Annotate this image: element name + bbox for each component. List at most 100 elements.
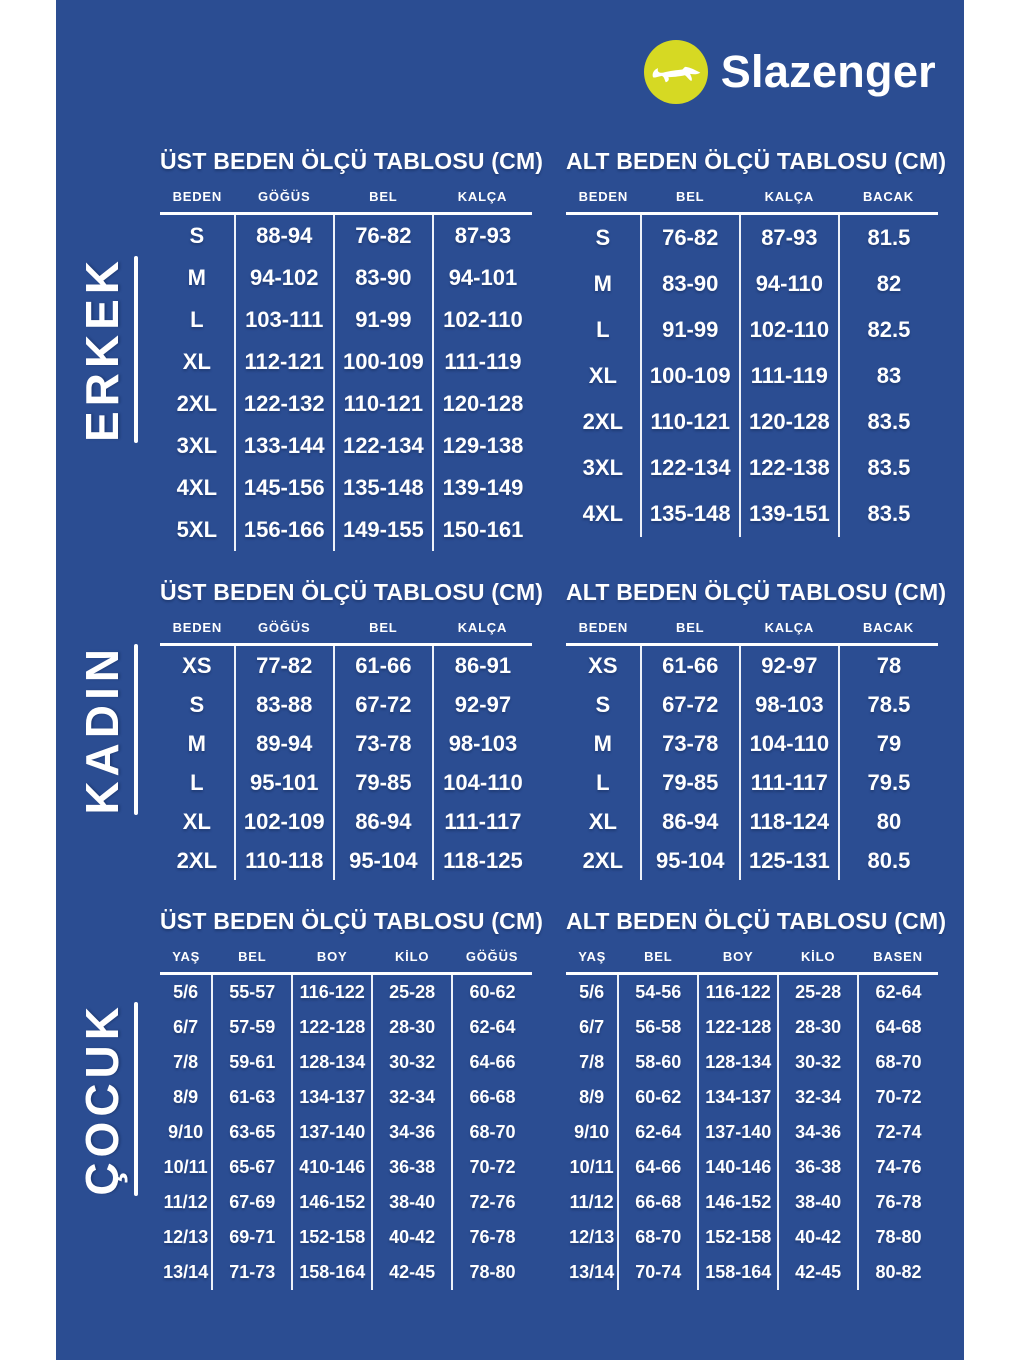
value-cell: 98-103: [431, 724, 532, 763]
value-cell: 86-94: [332, 802, 433, 841]
size-label-cell: M: [593, 730, 612, 756]
value-cell: 92-97: [431, 685, 532, 724]
column-header: GÖĞÜS: [234, 189, 334, 215]
value-cell: 38-40: [371, 1185, 453, 1220]
brand-name: Slazenger: [720, 46, 936, 97]
value-cell: 65-67: [211, 1150, 293, 1185]
value-cell: 158-164: [697, 1255, 779, 1290]
value-cell: 122-128: [697, 1010, 779, 1045]
value-cell: 73-78: [332, 724, 433, 763]
value-cell: 111-119: [738, 353, 839, 399]
column-header: KALÇA: [739, 620, 839, 646]
size-label-cell: 13/14: [569, 1262, 615, 1282]
table-row: 13/14 71-73 158-164 42-45 78-80: [160, 1255, 532, 1290]
column-header: BEL: [640, 620, 740, 646]
value-cell: 83.5: [837, 445, 938, 491]
column-header: YAŞ: [160, 949, 213, 975]
value-cell: 36-38: [371, 1150, 453, 1185]
table-row: 6/7 57-59 122-128 28-30 62-64: [160, 1010, 532, 1045]
column-header: BACAK: [838, 620, 938, 646]
value-cell: 139-149: [431, 467, 532, 509]
table-row: 10/11 65-67 410-146 36-38 70-72: [160, 1150, 532, 1185]
vertical-label-erkek: ERKEK: [76, 256, 138, 443]
value-cell: 61-66: [639, 644, 740, 685]
value-cell: 76-78: [857, 1185, 938, 1220]
table-row: 2XL 95-104 125-131 80.5: [566, 841, 938, 880]
size-label-cell: XL: [588, 363, 617, 388]
value-cell: 152-158: [291, 1220, 373, 1255]
value-cell: 32-34: [777, 1080, 859, 1115]
value-cell: 58-60: [617, 1045, 699, 1080]
table-row: L 95-101 79-85 104-110: [160, 763, 532, 802]
value-cell: 25-28: [371, 973, 453, 1010]
size-label-cell: S: [189, 691, 205, 717]
vertical-label-cocuk: ÇOCUK: [76, 1002, 138, 1196]
value-cell: 60-62: [451, 973, 532, 1010]
size-grid-holder: BEDEN GÖĞÜS BEL KALÇA S 88-94 76-82 87-93 M 94-10…: [160, 189, 532, 551]
value-cell: 102-110: [431, 299, 532, 341]
value-cell: 83-90: [332, 257, 433, 299]
value-cell: 66-68: [617, 1185, 699, 1220]
table-cocuk-ust: ÜST BEDEN ÖLÇÜ TABLOSU (CM) YAŞ BEL BOY KİL…: [160, 908, 543, 1290]
value-cell: 140-146: [697, 1150, 779, 1185]
table-row: 7/8 59-61 128-134 30-32 64-66: [160, 1045, 532, 1080]
value-cell: 82.5: [837, 307, 938, 353]
size-label-cell: 10/11: [569, 1157, 614, 1177]
value-cell: 111-117: [431, 802, 532, 841]
value-cell: 78-80: [451, 1255, 532, 1290]
value-cell: 62-64: [617, 1115, 699, 1150]
value-cell: 116-122: [291, 973, 373, 1010]
value-cell: 92-97: [738, 644, 839, 685]
table-row: 4XL 145-156 135-148 139-149: [160, 467, 532, 509]
size-label-cell: XS: [182, 652, 212, 678]
size-label-cell: 8/9: [579, 1087, 605, 1107]
size-label-cell: 3XL: [582, 455, 624, 480]
value-cell: 73-78: [639, 724, 740, 763]
vertical-label-kadin: KADIN: [75, 644, 138, 815]
header-row: YAŞ BEL BOY KİLO GÖĞÜS: [160, 949, 532, 975]
value-cell: 104-110: [431, 763, 532, 802]
section-cocuk: ÇOCUK ÜST BEDEN ÖLÇÜ TABLOSU (CM) YAŞ BEL…: [56, 908, 964, 1290]
size-label-cell: L: [596, 317, 610, 342]
value-cell: 78-80: [857, 1220, 938, 1255]
value-cell: 150-161: [431, 509, 532, 551]
value-cell: 67-72: [639, 685, 740, 724]
section-kadin: KADIN ÜST BEDEN ÖLÇÜ TABLOSU (CM) BEDEN G…: [56, 579, 964, 880]
panther-icon: [643, 40, 708, 104]
value-cell: 30-32: [777, 1045, 859, 1080]
table-row: 2XL 122-132 110-121 120-128: [160, 383, 532, 425]
value-cell: 71-73: [211, 1255, 293, 1290]
size-label-cell: 9/10: [574, 1122, 610, 1142]
value-cell: 110-121: [332, 383, 433, 425]
value-cell: 100-109: [639, 353, 740, 399]
size-grid: BEDEN BEL KALÇA BACAK XS 61-66 92-97 78 S 67-72 98…: [566, 620, 938, 880]
value-cell: 100-109: [332, 341, 433, 383]
value-cell: 135-148: [332, 467, 433, 509]
value-cell: 76-82: [332, 213, 433, 257]
value-cell: 410-146: [291, 1150, 373, 1185]
table-row: L 91-99 102-110 82.5: [566, 307, 938, 353]
column-header: GÖĞÜS: [452, 949, 532, 975]
value-cell: 67-72: [332, 685, 433, 724]
value-cell: 95-104: [332, 841, 433, 880]
column-header: BEL: [333, 189, 433, 215]
value-cell: 146-152: [291, 1185, 373, 1220]
column-header: BASEN: [858, 949, 938, 975]
column-header: KALÇA: [432, 189, 532, 215]
column-header: BEL: [618, 949, 699, 975]
size-label-cell: M: [187, 265, 206, 290]
section-label-text: KADIN: [75, 644, 128, 815]
table-row: 2XL 110-118 95-104 118-125: [160, 841, 532, 880]
value-cell: 72-74: [857, 1115, 938, 1150]
value-cell: 42-45: [371, 1255, 453, 1290]
value-cell: 122-128: [291, 1010, 373, 1045]
value-cell: 81.5: [837, 213, 938, 261]
value-cell: 91-99: [332, 299, 433, 341]
value-cell: 67-69: [211, 1185, 293, 1220]
table-cocuk-alt: ALT BEDEN ÖLÇÜ TABLOSU (CM) YAŞ BEL BOY KİL…: [566, 908, 946, 1290]
value-cell: 122-134: [639, 445, 740, 491]
table-row: XL 86-94 118-124 80: [566, 802, 938, 841]
column-header: YAŞ: [566, 949, 619, 975]
table-row: 5XL 156-166 149-155 150-161: [160, 509, 532, 551]
